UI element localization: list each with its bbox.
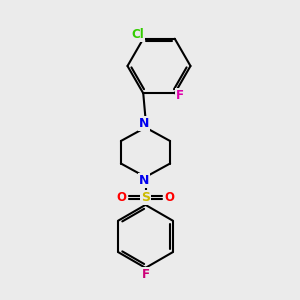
Text: N: N xyxy=(139,174,149,187)
Text: N: N xyxy=(139,117,149,130)
Text: F: F xyxy=(176,89,184,102)
Text: Cl: Cl xyxy=(131,28,144,41)
Text: F: F xyxy=(142,268,149,281)
Text: O: O xyxy=(116,191,127,204)
Text: S: S xyxy=(141,191,150,204)
Text: O: O xyxy=(164,191,175,204)
